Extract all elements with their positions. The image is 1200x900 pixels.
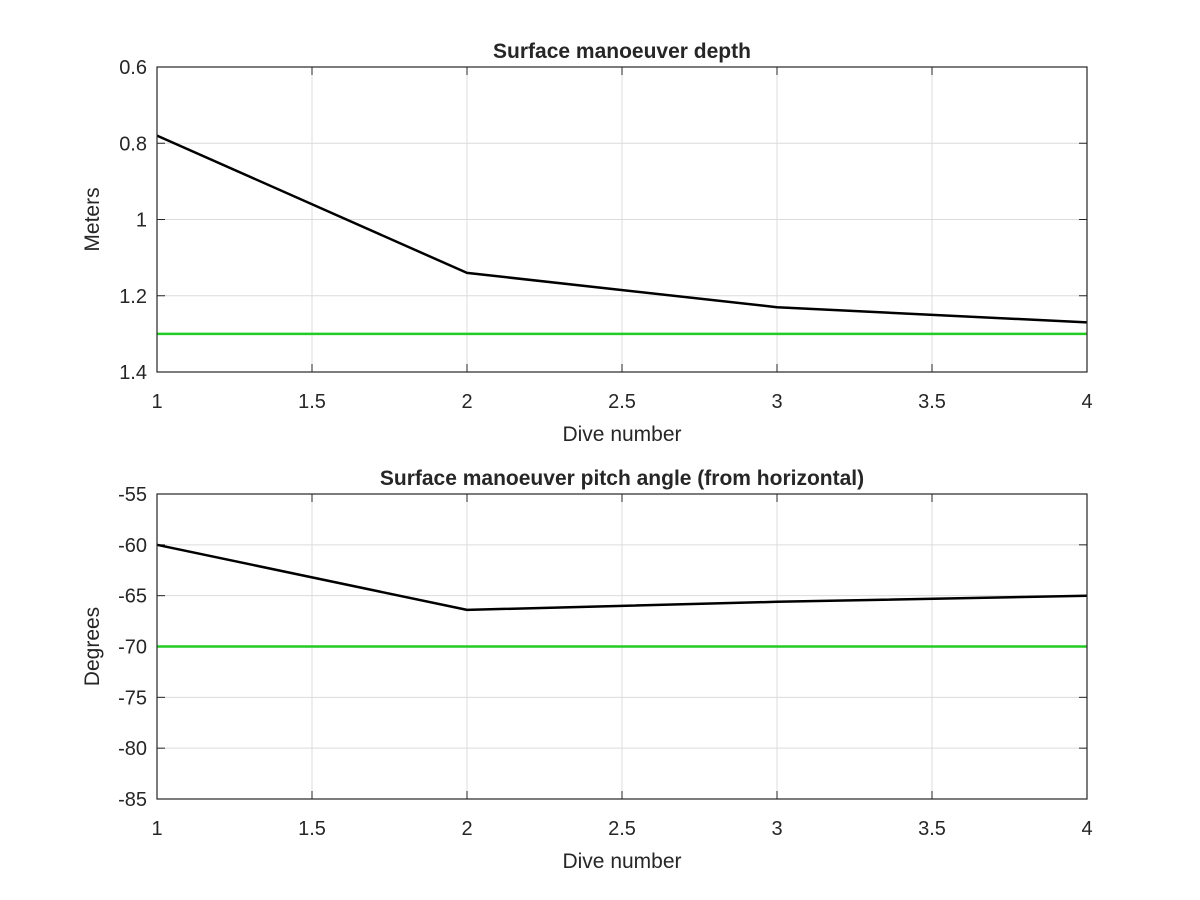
chart-title: Surface manoeuver pitch angle (from hori… [380, 467, 864, 490]
axes-box [156, 66, 1088, 373]
x-tick-label: 3.5 [918, 818, 946, 840]
x-tick-label: 2.5 [608, 818, 636, 840]
y-tick-label: 1.2 [119, 286, 147, 308]
chart-2: 1 1.5 2 2.5 3 3.5 4 -55 -60 -65 -70 -75 -80 -85 Surfac… [81, 467, 1093, 873]
y-axis-label: Meters [81, 187, 104, 251]
x-tick-label: 1 [151, 818, 162, 840]
x-axis-label: Dive number [562, 423, 681, 446]
x-tick-label: 3 [771, 818, 782, 840]
series-line-1 [156, 134, 1088, 324]
y-tick-label: 0.6 [119, 57, 147, 79]
x-tick-label: 2 [461, 391, 472, 413]
x-tick-label: 1.5 [298, 818, 326, 840]
y-tick-label: -75 [118, 687, 147, 709]
y-tick-label: -55 [118, 484, 147, 506]
x-tick-label: 4 [1081, 818, 1092, 840]
x-tick-label: 1.5 [298, 391, 326, 413]
y-tick-label: -70 [118, 637, 147, 659]
y-tick-label: -60 [118, 535, 147, 557]
x-axis-label: Dive number [562, 850, 681, 873]
y-tick-label: 1 [136, 210, 147, 232]
y-tick-label: 0.8 [119, 133, 147, 155]
y-axis-label: Degrees [81, 607, 104, 686]
x-tick-label: 2.5 [608, 391, 636, 413]
x-tick-label: 1 [151, 391, 162, 413]
chart-1: 1 1.5 2 2.5 3 3.5 4 0.6 0.8 1 1.2 1.4 Surface manoeu… [81, 40, 1093, 446]
y-tick-label: 1.4 [119, 362, 147, 384]
axes-box [156, 493, 1088, 800]
y-tick-label: -85 [118, 789, 147, 811]
series-line-1 [156, 543, 1088, 612]
x-tick-label: 2 [461, 818, 472, 840]
y-tick-label: -65 [118, 586, 147, 608]
x-tick-label: 3.5 [918, 391, 946, 413]
chart-title: Surface manoeuver depth [493, 40, 751, 63]
x-tick-label: 3 [771, 391, 782, 413]
y-tick-label: -80 [118, 738, 147, 760]
x-tick-label: 4 [1081, 391, 1092, 413]
